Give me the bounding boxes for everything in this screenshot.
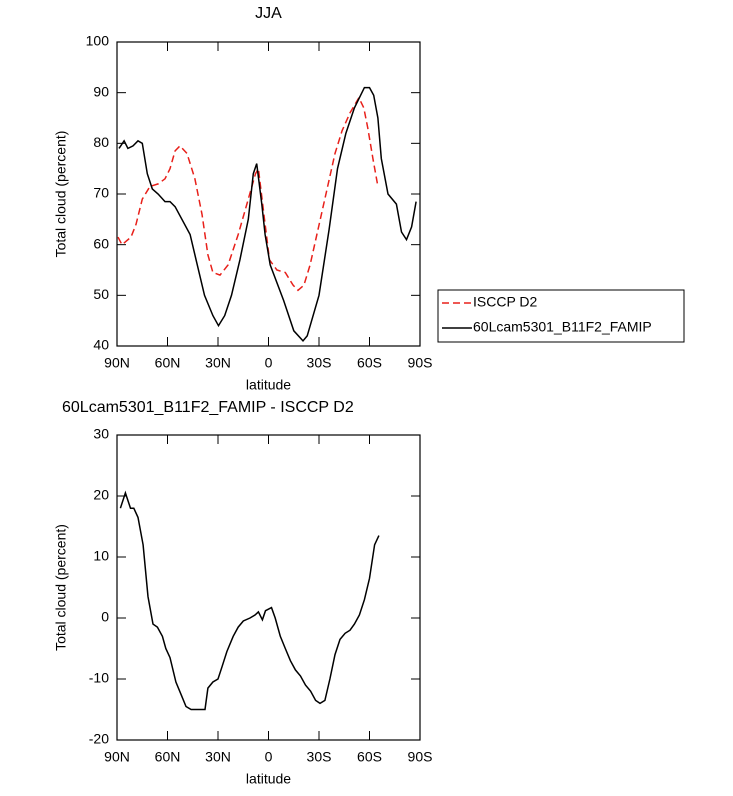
series-line xyxy=(119,490,380,711)
x-tick-label: 60N xyxy=(155,355,181,371)
x-tick-label: 30N xyxy=(205,355,231,371)
y-tick-label: 100 xyxy=(86,33,110,49)
y-tick-label: 60 xyxy=(93,235,109,251)
y-axis-label: Total cloud (percent) xyxy=(53,131,69,258)
x-axis-label: latitude xyxy=(246,377,291,393)
x-axis-label: latitude xyxy=(246,771,291,787)
x-tick-label: 30S xyxy=(307,749,332,765)
legend-box xyxy=(437,289,685,343)
x-tick-label: 60S xyxy=(357,355,382,371)
plot-frame xyxy=(116,434,421,741)
y-tick-label: -10 xyxy=(89,670,109,686)
chart-title: 60Lcam5301_B11F2_FAMIP - ISCCP D2 xyxy=(62,399,354,416)
y-tick-label: 80 xyxy=(93,134,109,150)
y-tick-label: 40 xyxy=(93,337,109,353)
x-tick-label: 90N xyxy=(104,749,130,765)
legend-label: 60Lcam5301_B11F2_FAMIP xyxy=(473,319,652,335)
x-tick-label: 60N xyxy=(155,749,181,765)
x-tick-label: 30N xyxy=(205,749,231,765)
x-tick-label: 60S xyxy=(357,749,382,765)
y-tick-label: 50 xyxy=(93,286,109,302)
plot-frame xyxy=(116,41,421,347)
y-tick-label: 70 xyxy=(93,185,109,201)
x-tick-label: 90S xyxy=(408,749,433,765)
y-tick-label: 30 xyxy=(93,426,109,442)
y-tick-label: 0 xyxy=(101,609,109,625)
x-tick-label: 30S xyxy=(307,355,332,371)
x-tick-label: 90S xyxy=(408,355,433,371)
series-line xyxy=(118,86,417,343)
x-tick-label: 0 xyxy=(265,749,273,765)
y-tick-label: -20 xyxy=(89,731,109,747)
y-axis-label: Total cloud (percent) xyxy=(53,524,69,651)
y-tick-label: 10 xyxy=(93,548,109,564)
chart-title: JJA xyxy=(255,5,282,22)
x-tick-label: 90N xyxy=(104,355,130,371)
y-tick-label: 90 xyxy=(93,83,109,99)
legend-label: ISCCP D2 xyxy=(473,294,538,310)
x-tick-label: 0 xyxy=(265,355,273,371)
y-tick-label: 20 xyxy=(93,487,109,503)
